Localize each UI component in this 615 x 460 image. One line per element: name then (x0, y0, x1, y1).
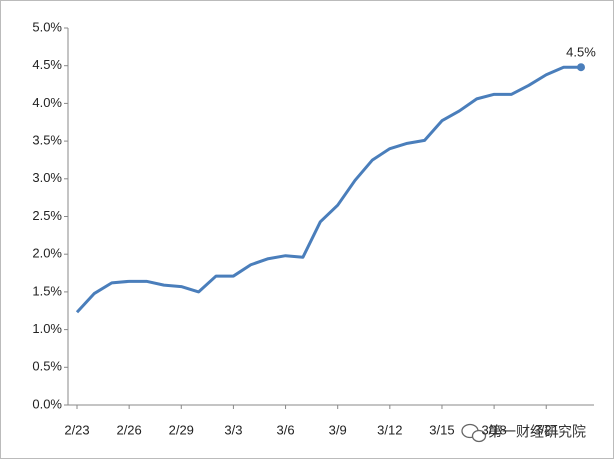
x-tick-label: 2/23 (64, 422, 89, 437)
y-tick-label: 2.5% (32, 208, 62, 223)
x-tick-label: 3/12 (377, 422, 402, 437)
x-tick-label: 2/29 (169, 422, 194, 437)
y-tick-label: 2.0% (32, 246, 62, 261)
y-tick-label: 1.5% (32, 283, 62, 298)
y-tick-label: 5.0% (32, 19, 62, 34)
x-tick-label: 3/3 (224, 422, 242, 437)
y-tick-label: 4.0% (32, 95, 62, 110)
y-tick-label: 4.5% (32, 57, 62, 72)
y-tick-label: 1.0% (32, 321, 62, 336)
x-tick-label: 3/18 (481, 422, 506, 437)
end-marker (577, 63, 585, 72)
y-tick-label: 0.5% (32, 359, 62, 374)
y-tick-label: 0.0% (32, 396, 62, 411)
watermark: 第一财经研究院 (488, 424, 586, 440)
watermark-icon (461, 423, 487, 443)
end-label: 4.5% (566, 45, 596, 60)
x-tick-label: 3/9 (329, 422, 347, 437)
y-tick-label: 3.0% (32, 170, 62, 185)
x-tick-label: 3/15 (429, 422, 454, 437)
y-tick-label: 3.5% (32, 133, 62, 148)
x-tick-label: 2/26 (116, 422, 141, 437)
line (75, 65, 581, 314)
x-tick-label: 3/6 (277, 422, 295, 437)
x-tick-label: 3/21 (534, 422, 559, 437)
